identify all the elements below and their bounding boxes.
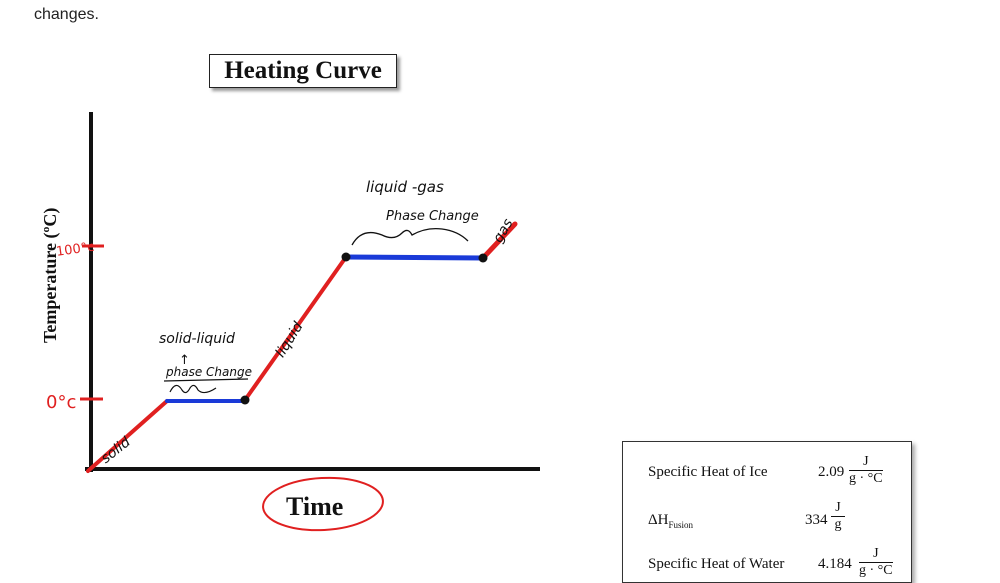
brace-boiling <box>351 227 469 246</box>
row-fusion-label: ΔHFusion <box>648 512 693 530</box>
annotation-phase-change-1: phase Change <box>165 365 252 379</box>
row-water-unit: J g · °C <box>859 546 893 579</box>
row-water-label: Specific Heat of Water <box>648 556 785 572</box>
segment-liquid-heating <box>243 255 348 402</box>
point-boil-start <box>341 252 351 262</box>
row-fusion-unit-den: g <box>834 517 842 532</box>
squiggle-1 <box>169 384 217 394</box>
underline-phase-change-1 <box>163 378 249 382</box>
annotation-phase-change-2: Phase Change <box>386 209 479 224</box>
row-fusion-label-main: ΔH <box>648 512 669 528</box>
segment-boiling <box>343 254 486 261</box>
row-fusion-label-sub: Fusion <box>668 520 693 530</box>
row-ice-unit-den: g · °C <box>849 471 883 486</box>
y-axis-label: Temperature (ºC) <box>40 208 61 343</box>
row-water-unit-num: J <box>859 546 893 563</box>
segment-gas-heating <box>480 221 518 261</box>
row-fusion-unit: J g <box>831 500 845 533</box>
row-ice-value: 2.09 <box>818 464 845 480</box>
row-fusion-value: 334 <box>805 512 828 528</box>
heating-curve-diagram: Temperature (ºC) 100°c 0°c solid liquid … <box>40 112 540 532</box>
annotation-solid: solid <box>98 434 134 467</box>
header-fragment-text: changes. <box>34 6 99 23</box>
row-ice-unit-num: J <box>849 454 883 471</box>
point-melt-end <box>240 395 250 405</box>
x-axis-label: Time <box>286 492 343 521</box>
row-water-unit-den: g · °C <box>859 563 893 578</box>
specific-heat-table: Specific Heat of Ice 2.09 J g · °C ΔHFus… <box>622 441 912 583</box>
annotation-liquid-gas: liquid -gas <box>366 178 444 196</box>
mark-0-label: 0°c <box>46 392 76 413</box>
chart-title: Heating Curve <box>209 54 397 88</box>
mark-100-label: 100°c <box>55 240 95 260</box>
annotation-gas: gas <box>490 216 516 245</box>
row-ice-unit: J g · °C <box>849 454 883 487</box>
arrow-up-mark: ↑ <box>179 353 190 368</box>
annotation-liquid: liquid <box>273 319 307 360</box>
time-circle <box>262 476 384 532</box>
segment-solid-heating <box>86 399 169 473</box>
row-fusion-unit-num: J <box>831 500 845 517</box>
point-boil-end <box>478 253 488 263</box>
row-ice-label: Specific Heat of Ice <box>648 464 768 480</box>
row-water-value: 4.184 <box>818 556 852 572</box>
annotation-solid-liquid: solid-liquid <box>159 331 235 347</box>
